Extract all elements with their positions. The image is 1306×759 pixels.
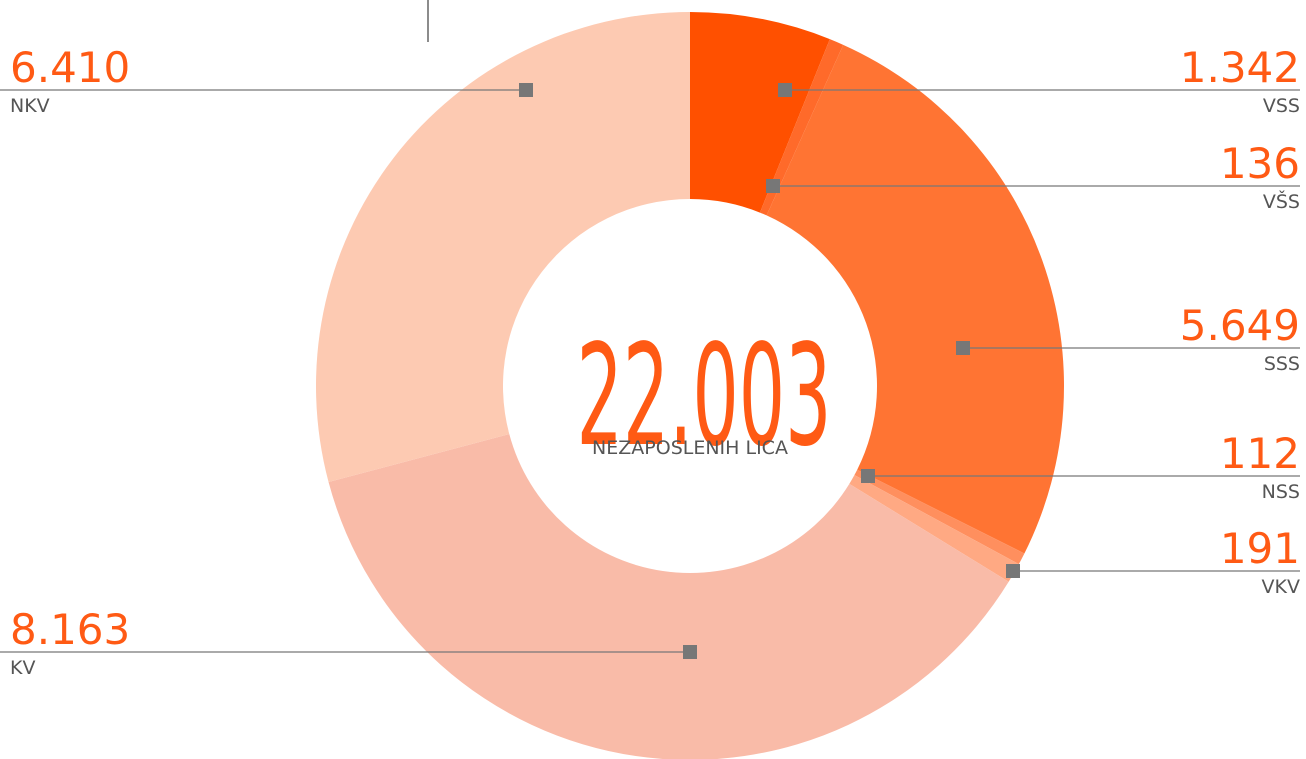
- slice: [759, 39, 844, 216]
- value-label: 112: [1220, 429, 1300, 478]
- marker: [956, 341, 970, 355]
- value-label: 1.342: [1180, 43, 1300, 92]
- center-subtitle: NEZAPOSLENIH LICA: [592, 437, 788, 459]
- category-label: NKV: [10, 95, 50, 117]
- category-label: KV: [10, 657, 35, 679]
- slice: [315, 12, 690, 483]
- slice: [766, 44, 1064, 554]
- category-label: VŠS: [1263, 189, 1300, 213]
- slices: [315, 12, 1064, 759]
- slice: [328, 434, 1009, 759]
- center-title: 22.003: [577, 315, 832, 478]
- slice: [849, 475, 1019, 582]
- marker: [861, 469, 875, 483]
- value-label: 136: [1220, 139, 1300, 188]
- category-label: VSS: [1263, 95, 1300, 117]
- marker: [778, 83, 792, 97]
- value-label: 191: [1220, 524, 1300, 573]
- marker: [766, 179, 780, 193]
- slice: [690, 12, 830, 213]
- value-label: 6.410: [10, 43, 130, 92]
- category-label: SSS: [1264, 353, 1300, 375]
- value-label: 5.649: [1180, 301, 1300, 350]
- slice: [854, 469, 1025, 565]
- marker: [683, 645, 697, 659]
- category-label: VKV: [1262, 576, 1300, 598]
- value-label: 8.163: [10, 605, 130, 654]
- category-label: NSS: [1262, 481, 1300, 503]
- marker: [519, 83, 533, 97]
- marker: [1006, 564, 1020, 578]
